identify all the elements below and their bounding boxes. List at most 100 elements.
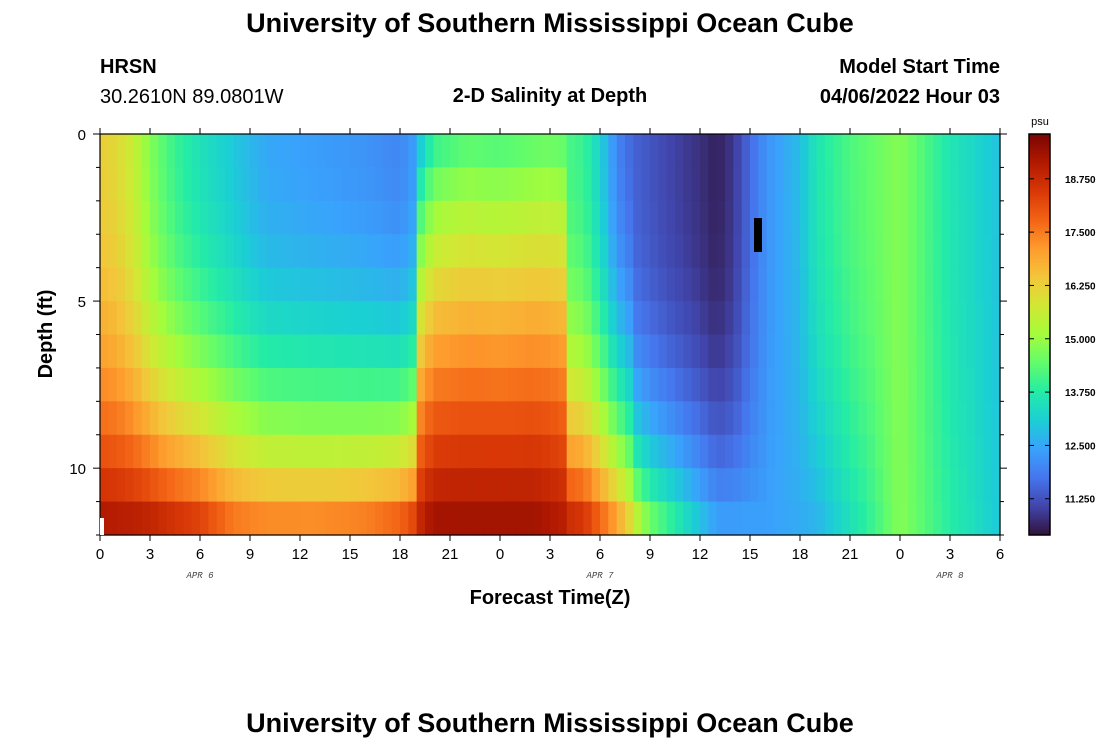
heatmap-cell (208, 234, 218, 269)
heatmap-cell (625, 301, 634, 336)
heatmap-cell (475, 301, 484, 336)
heatmap-cell (800, 167, 809, 202)
heatmap-cell (666, 468, 676, 503)
heatmap-cell (216, 301, 226, 336)
heatmap-cell (516, 234, 526, 269)
heatmap-cell (425, 501, 434, 536)
heatmap-cell (216, 167, 226, 202)
heatmap-cell (850, 267, 859, 302)
heatmap-cell (566, 401, 576, 436)
heatmap-cell (191, 134, 201, 169)
heatmap-cell (725, 134, 734, 169)
heatmap-cell (808, 200, 818, 235)
heatmap-cell (958, 267, 968, 302)
heatmap-cell (450, 501, 459, 536)
heatmap-cell (958, 167, 968, 202)
heatmap-cell (525, 167, 534, 202)
heatmap-cell (766, 267, 776, 302)
heatmap-cell (191, 167, 201, 202)
heatmap-cell (108, 434, 118, 469)
heatmap-cell (366, 267, 376, 302)
heatmap-cell (891, 468, 901, 503)
heatmap-cell (108, 334, 118, 369)
heatmap-cell (533, 401, 543, 436)
heatmap-cell (766, 401, 776, 436)
heatmap-cell (725, 234, 734, 269)
heatmap-cell (133, 367, 143, 402)
heatmap-cell (733, 401, 743, 436)
heatmap-cell (300, 167, 309, 202)
heatmap-cell (641, 401, 651, 436)
heatmap-cell (758, 367, 768, 402)
heatmap-cell (358, 167, 368, 202)
heatmap-cell (491, 468, 501, 503)
heatmap-cell (116, 434, 126, 469)
x-tick-label: 3 (946, 546, 954, 563)
heatmap-cell (866, 167, 876, 202)
heatmap-cell (808, 267, 818, 302)
heatmap-cell (758, 401, 768, 436)
heatmap-cell (916, 234, 926, 269)
heatmap-cell (158, 134, 168, 169)
heatmap-cell (975, 267, 984, 302)
heatmap-cell (625, 200, 634, 235)
heatmap-cell (250, 200, 259, 235)
heatmap-cell (233, 334, 243, 369)
heatmap-cell (150, 367, 159, 402)
heatmap-cell (250, 434, 259, 469)
heatmap-cell (550, 468, 559, 503)
x-date-label: APR 8 (935, 571, 964, 581)
heatmap-cell (841, 501, 851, 536)
heatmap-cell (816, 468, 826, 503)
heatmap-cell (716, 501, 726, 536)
heatmap-cell (650, 167, 659, 202)
heatmap-cell (316, 301, 326, 336)
heatmap-cell (458, 334, 468, 369)
heatmap-cell (975, 301, 984, 336)
heatmap-cell (675, 468, 684, 503)
heatmap-cell (683, 134, 693, 169)
heatmap-cell (433, 200, 443, 235)
heatmap-cell (675, 134, 684, 169)
heatmap-cell (300, 200, 309, 235)
heatmap-cell (158, 401, 168, 436)
heatmap-cell (391, 234, 401, 269)
heatmap-cell (741, 501, 751, 536)
heatmap-cell (925, 401, 934, 436)
heatmap-cell (183, 501, 193, 536)
heatmap-cell (616, 501, 626, 536)
heatmap-cell (808, 167, 818, 202)
heatmap-cell (350, 167, 359, 202)
heatmap-cell (983, 167, 993, 202)
x-date-label: APR 6 (185, 571, 214, 581)
heatmap-cell (275, 501, 284, 536)
heatmap-cell (900, 200, 909, 235)
heatmap-cell (183, 334, 193, 369)
heatmap-cell (333, 367, 343, 402)
heatmap-cell (691, 134, 701, 169)
heatmap-cell (608, 234, 618, 269)
heatmap-cell (750, 401, 759, 436)
heatmap-cell (900, 267, 909, 302)
heatmap-cell (525, 134, 534, 169)
heatmap-cell (916, 200, 926, 235)
heatmap-cell (533, 334, 543, 369)
heatmap-cell (150, 434, 159, 469)
heatmap-cell (708, 167, 718, 202)
heatmap-cell (941, 267, 951, 302)
heatmap-cell (800, 401, 809, 436)
heatmap-cell (708, 367, 718, 402)
heatmap-cell (933, 334, 943, 369)
heatmap-cell (816, 200, 826, 235)
heatmap-cell (616, 401, 626, 436)
heatmap-cell (808, 134, 818, 169)
heatmap-cell (250, 501, 259, 536)
heatmap-cell (775, 501, 784, 536)
heatmap-cell (258, 434, 268, 469)
heatmap-cell (250, 367, 259, 402)
heatmap-cell (691, 301, 701, 336)
y-axis: 0 5 10 (69, 127, 1007, 536)
heatmap-cell (741, 434, 751, 469)
heatmap-cell (625, 468, 634, 503)
heatmap-cell (466, 468, 476, 503)
